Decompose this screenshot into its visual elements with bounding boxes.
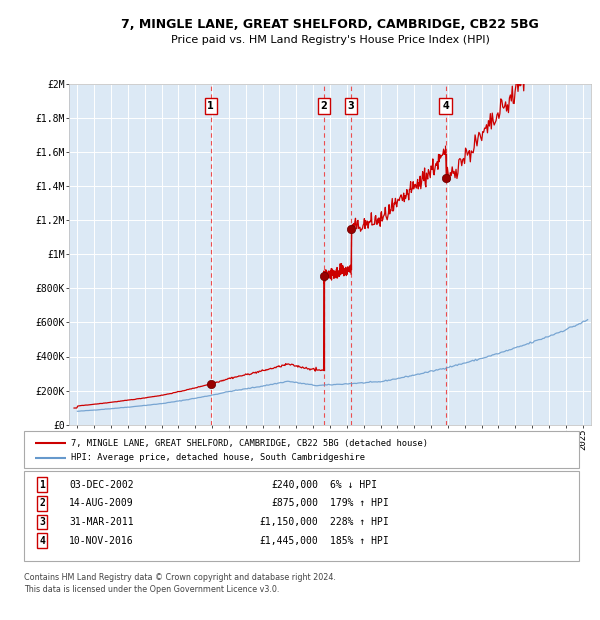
Text: 3: 3 [347, 101, 355, 111]
Text: Contains HM Land Registry data © Crown copyright and database right 2024.: Contains HM Land Registry data © Crown c… [24, 574, 336, 582]
Text: This data is licensed under the Open Government Licence v3.0.: This data is licensed under the Open Gov… [24, 585, 280, 593]
Text: 2: 2 [320, 101, 327, 111]
Text: 10-NOV-2016: 10-NOV-2016 [69, 536, 134, 546]
Text: 4: 4 [39, 536, 45, 546]
Text: 1: 1 [208, 101, 214, 111]
Text: 7, MINGLE LANE, GREAT SHELFORD, CAMBRIDGE, CB22 5BG (detached house): 7, MINGLE LANE, GREAT SHELFORD, CAMBRIDG… [71, 439, 428, 448]
Text: 228% ↑ HPI: 228% ↑ HPI [330, 517, 389, 527]
Text: £1,150,000: £1,150,000 [259, 517, 318, 527]
Text: 179% ↑ HPI: 179% ↑ HPI [330, 498, 389, 508]
Text: 3: 3 [39, 517, 45, 527]
Text: 1: 1 [39, 480, 45, 490]
Text: 7, MINGLE LANE, GREAT SHELFORD, CAMBRIDGE, CB22 5BG: 7, MINGLE LANE, GREAT SHELFORD, CAMBRIDG… [121, 19, 539, 31]
Text: 2: 2 [39, 498, 45, 508]
Text: 185% ↑ HPI: 185% ↑ HPI [330, 536, 389, 546]
Text: 14-AUG-2009: 14-AUG-2009 [69, 498, 134, 508]
Text: £240,000: £240,000 [271, 480, 318, 490]
Text: 31-MAR-2011: 31-MAR-2011 [69, 517, 134, 527]
Text: Price paid vs. HM Land Registry's House Price Index (HPI): Price paid vs. HM Land Registry's House … [170, 35, 490, 45]
Text: 03-DEC-2002: 03-DEC-2002 [69, 480, 134, 490]
Text: 6% ↓ HPI: 6% ↓ HPI [330, 480, 377, 490]
Text: HPI: Average price, detached house, South Cambridgeshire: HPI: Average price, detached house, Sout… [71, 453, 365, 462]
Text: £875,000: £875,000 [271, 498, 318, 508]
Text: 4: 4 [442, 101, 449, 111]
Text: £1,445,000: £1,445,000 [259, 536, 318, 546]
